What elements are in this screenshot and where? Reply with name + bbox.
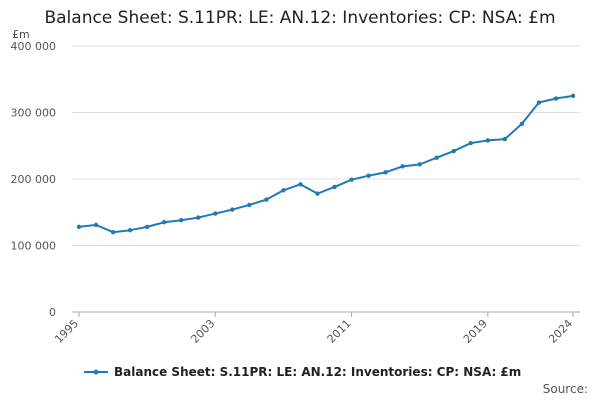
data-point	[451, 148, 456, 154]
data-point	[366, 173, 371, 178]
data-point	[161, 220, 167, 225]
y-tick-label: 0	[49, 306, 56, 319]
data-point	[76, 224, 82, 230]
legend[interactable]: Balance Sheet: S.11PR: LE: AN.12: Invent…	[84, 365, 521, 379]
data-point	[349, 177, 354, 182]
y-tick-label: 400 000	[11, 40, 57, 53]
data-point	[179, 218, 184, 223]
x-tick-label: 2019	[461, 317, 490, 346]
data-point	[570, 93, 576, 99]
y-tick-label: 300 000	[11, 107, 57, 120]
data-point	[315, 191, 320, 196]
data-point	[434, 155, 439, 160]
data-point	[332, 184, 337, 190]
y-tick-label: 100 000	[11, 240, 57, 253]
data-point	[144, 224, 150, 230]
data-point	[485, 138, 491, 143]
data-point	[230, 207, 235, 212]
data-point	[127, 228, 133, 233]
data-point	[400, 164, 405, 169]
y-axis-unit-label: £m	[12, 28, 30, 41]
data-point	[298, 182, 303, 187]
data-point	[264, 197, 269, 202]
data-point	[417, 162, 422, 167]
data-point	[468, 140, 473, 146]
data-point	[502, 136, 508, 142]
data-point	[247, 202, 252, 208]
series-line	[78, 94, 574, 234]
data-point	[383, 170, 388, 175]
legend-line-marker-icon	[84, 369, 108, 375]
x-tick-label: 1995	[52, 317, 81, 346]
data-point	[519, 121, 525, 127]
x-tick-label: 2011	[325, 317, 354, 346]
data-point	[110, 230, 116, 235]
x-tick-label: 2024	[546, 317, 575, 346]
data-point	[213, 211, 218, 216]
y-tick-label: 200 000	[11, 173, 57, 186]
x-tick-label: 2003	[188, 317, 217, 346]
data-point	[93, 222, 99, 228]
data-point	[536, 100, 542, 105]
data-point	[196, 215, 201, 220]
legend-label: Balance Sheet: S.11PR: LE: AN.12: Invent…	[114, 365, 522, 379]
chart-title: Balance Sheet: S.11PR: LE: AN.12: Invent…	[44, 8, 556, 28]
data-point	[553, 96, 559, 101]
data-point	[281, 188, 286, 193]
source-label: Source:	[542, 382, 588, 396]
